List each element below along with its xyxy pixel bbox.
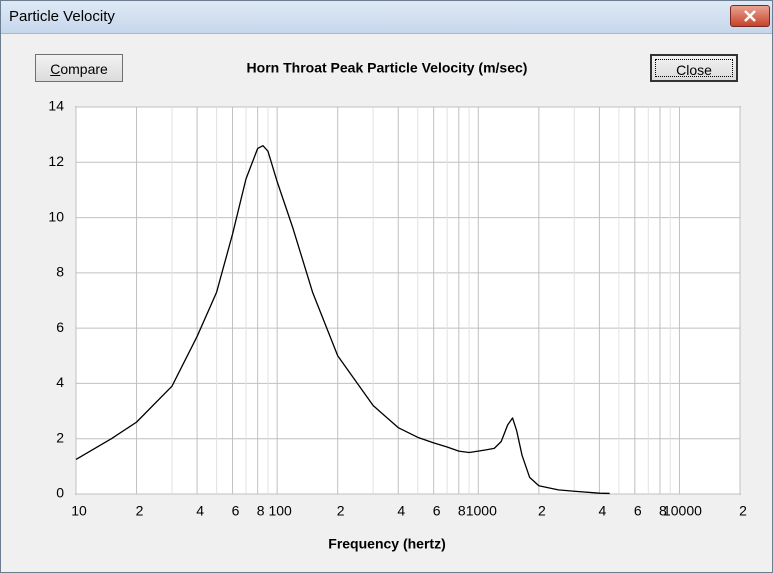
x-tick-label: 4 [196,503,204,519]
x-tick-label: 8 [659,503,667,519]
x-tick-label: 6 [433,503,441,519]
y-tick-label: 10 [48,208,64,224]
window-title: Particle Velocity [9,8,115,25]
x-tick-label: 2 [739,503,747,519]
y-tick-label: 12 [48,153,64,169]
x-tick-label: 2 [538,503,546,519]
y-tick-label: 0 [56,485,64,501]
x-tick-label: 6 [634,503,642,519]
x-tick-label: 100 [268,503,292,519]
x-tick-label: 2 [136,503,144,519]
y-tick-label: 4 [56,374,64,390]
x-tick-label: 6 [232,503,240,519]
plot-area [75,106,741,495]
y-tick-label: 2 [56,429,64,445]
velocity-line [75,145,610,495]
y-tick-label: 6 [56,319,64,335]
compare-button[interactable]: Compare [35,54,123,82]
x-tick-label: 1000 [466,503,497,519]
x-tick-label: 4 [599,503,607,519]
close-window-button[interactable] [730,5,770,27]
x-tick-label: 2 [337,503,345,519]
x-tick-label: 4 [397,503,405,519]
x-tick-label: 10 [71,503,87,519]
x-tick-label: 10000 [663,503,702,519]
x-axis-label: Frequency (hertz) [328,536,445,552]
title-bar: Particle Velocity [1,1,772,34]
close-button[interactable]: Close [650,54,738,82]
y-tick-label: 8 [56,264,64,280]
x-tick-label: 8 [458,503,466,519]
x-tick-label: 8 [257,503,265,519]
chart-title: Horn Throat Peak Particle Velocity (m/se… [247,60,528,76]
y-tick-label: 14 [48,98,64,114]
